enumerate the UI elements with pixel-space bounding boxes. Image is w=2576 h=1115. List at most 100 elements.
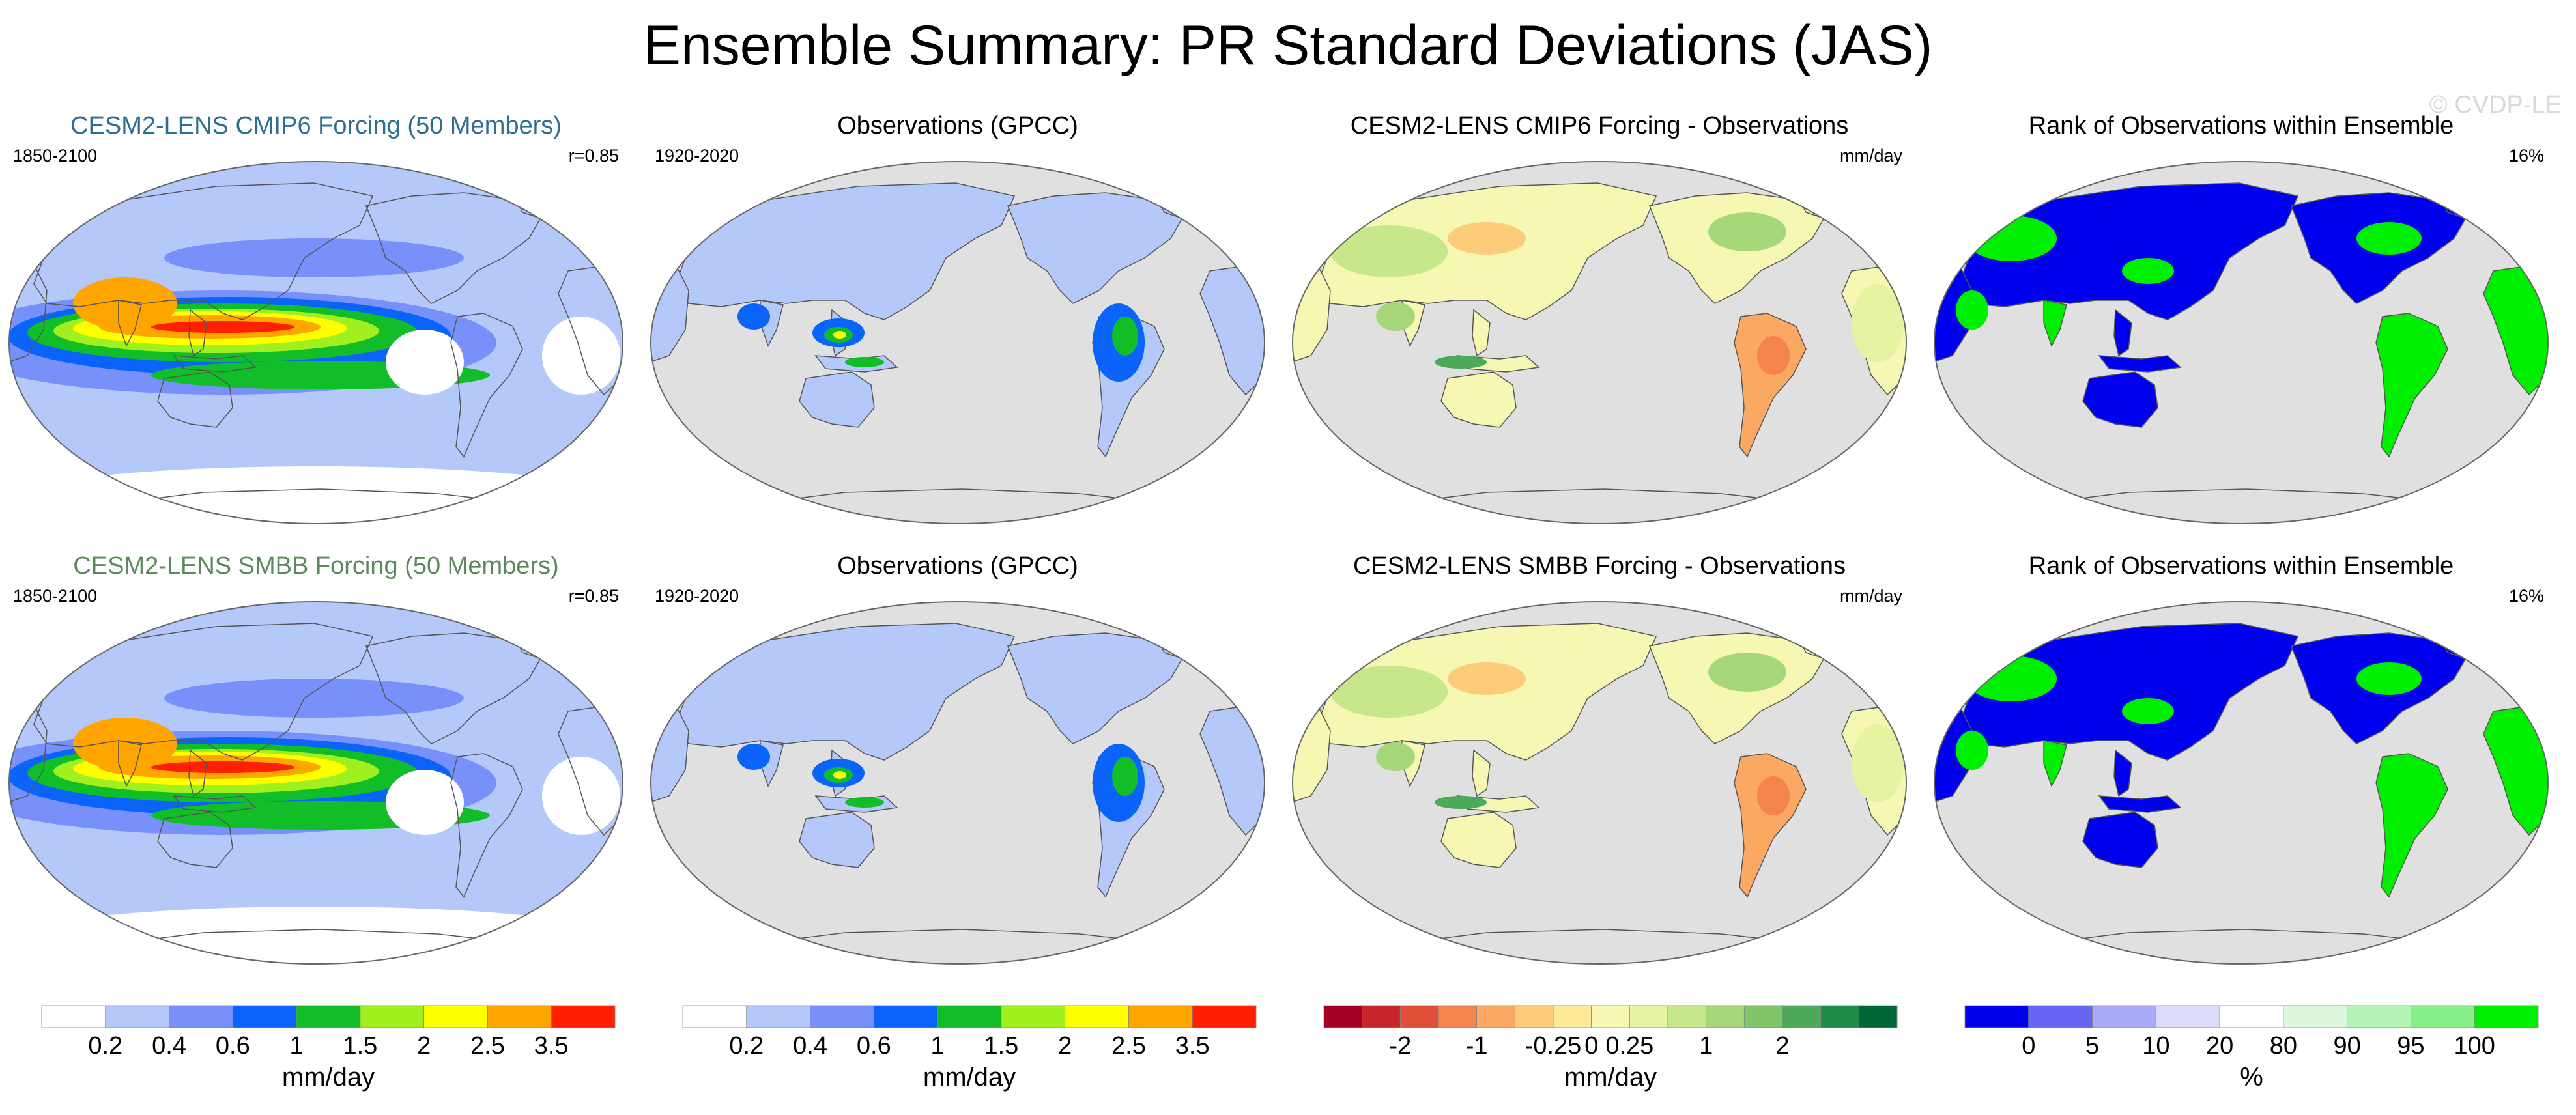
- map-panel: CESM2-LENS CMIP6 Forcing (50 Members) 185…: [0, 111, 632, 541]
- panel-title: Observations (GPCC): [837, 112, 1078, 139]
- colorbar-tick-label: 2: [1058, 1032, 1072, 1060]
- dry-east-pacific: [386, 330, 464, 395]
- colorbar-tick-label: -1: [1466, 1032, 1488, 1060]
- indian-monsoon-core: [73, 718, 177, 770]
- map-border: [8, 161, 623, 524]
- north-pacific-storm-track: [164, 679, 464, 718]
- colorbar-swatch: [1820, 1005, 1859, 1028]
- rank-patch-3: [2493, 649, 2545, 682]
- panel-title: Rank of Observations within Ensemble: [2028, 112, 2454, 139]
- rank-patch-5: [1956, 731, 1988, 770]
- colorbar-swatch: [1399, 1005, 1439, 1028]
- panel-period: 1850-2100: [13, 146, 98, 165]
- panel-period: 1920-2020: [655, 146, 739, 165]
- colorbar-swatch: [2028, 1005, 2093, 1028]
- panel-stat: mm/day: [1839, 146, 1902, 165]
- world-map-rank: [1934, 161, 2549, 524]
- colorbar-tick-label: 0.2: [729, 1032, 764, 1060]
- colorbar-swatch: [2283, 1005, 2348, 1028]
- land-indonesia: [2098, 355, 2182, 373]
- colorbar-swatch: [937, 1005, 1002, 1028]
- colorbar-swatches: 0 5 10 20 80 90 95 100: [1964, 1005, 2539, 1060]
- colorbar-swatch: [1476, 1005, 1515, 1028]
- colorbar-unit: mm/day: [1564, 1063, 1657, 1092]
- colorbar-swatch: [551, 1005, 616, 1028]
- colorbar-swatch: [1706, 1005, 1745, 1028]
- rank-patch-5: [1956, 290, 1988, 330]
- colorbar-swatch: [1438, 1005, 1478, 1028]
- obs-highlight-2: [833, 771, 846, 779]
- dry-south-atlantic: [542, 757, 620, 835]
- map-panel: Observations (GPCC) 1920-2020: [642, 111, 1274, 541]
- map-border: [1292, 601, 1907, 965]
- land-seasia: [1472, 309, 1491, 357]
- map-panel: CESM2-LENS CMIP6 Forcing - Observations m…: [1283, 111, 1915, 541]
- panel-stat: 16%: [2508, 586, 2544, 606]
- land-india: [2043, 300, 2067, 347]
- colorbar-swatch: [1001, 1005, 1066, 1028]
- colorbar-tick-label: 2.5: [470, 1032, 505, 1060]
- colorbar-swatch: [1514, 1005, 1554, 1028]
- world-map-obs: [650, 601, 1265, 965]
- land-southamerica: [2375, 313, 2448, 458]
- colorbar-swatch: [1667, 1005, 1707, 1028]
- diff-patch-3: [1435, 796, 1487, 809]
- map-panel: Observations (GPCC) 1920-2020: [642, 551, 1274, 981]
- land-northamerica: [365, 192, 543, 304]
- colorbar-tick-label: 1: [1699, 1032, 1713, 1060]
- colorbar-swatch: [105, 1005, 169, 1028]
- diff-patch-5: [1852, 284, 1904, 362]
- panel-stat: r=0.85: [568, 146, 619, 165]
- colorbar-swatch: [2474, 1005, 2539, 1028]
- colorbar-unit: %: [2240, 1063, 2263, 1092]
- colorbar-tick-label: 95: [2397, 1032, 2424, 1060]
- colorbar-tick-label: 10: [2142, 1032, 2169, 1060]
- colorbar-tick-label: 0: [1584, 1032, 1598, 1060]
- panel-title: CESM2-LENS SMBB Forcing (50 Members): [73, 552, 559, 580]
- colorbar-swatch: [296, 1005, 361, 1028]
- colorbar-swatch: [2347, 1005, 2411, 1028]
- rank-patch-4: [2089, 378, 2141, 411]
- colorbar-precip-sd: 0.2 0.4 0.6 1 1.5 2 2.5 3.5 mm/day: [41, 1005, 616, 1097]
- colorbar-tick-label: 3.5: [534, 1032, 569, 1060]
- world-map-diff: [1292, 601, 1907, 965]
- colorbar-swatch: [682, 1005, 747, 1028]
- colorbar-unit: mm/day: [281, 1063, 375, 1092]
- obs-highlight-5: [737, 744, 770, 770]
- land-indonesia: [173, 355, 257, 373]
- diff-patch-1: [1376, 302, 1415, 331]
- dry-east-pacific: [386, 770, 464, 835]
- obs-highlight-5: [737, 303, 770, 330]
- rank-patch-1: [2122, 698, 2174, 724]
- land-australia: [1440, 812, 1517, 868]
- colorbar-tick-label: 5: [2085, 1032, 2099, 1060]
- colorbar-difference: -2 -1 -0.25 0 0.25 1 2 mm/day: [1323, 1005, 1898, 1097]
- rank-patch-4: [2089, 819, 2141, 851]
- dry-south-atlantic: [542, 317, 620, 395]
- band-red: [151, 761, 294, 773]
- world-map-model: [8, 601, 623, 965]
- diff-patch-0: [1330, 666, 1448, 718]
- land-seasia: [188, 749, 207, 797]
- colorbar-swatch: [873, 1005, 938, 1028]
- rank-patch-1: [2122, 258, 2174, 284]
- colorbar-swatches: 0.2 0.4 0.6 1 1.5 2 2.5 3.5: [682, 1005, 1257, 1060]
- polar-low-variance: [10, 907, 622, 964]
- colorbar-tick-label: 80: [2270, 1032, 2297, 1060]
- figure-title: Ensemble Summary: PR Standard Deviations…: [643, 14, 1933, 77]
- diff-patch-6: [1757, 336, 1790, 375]
- colorbar-tick-label: 2.5: [1111, 1032, 1146, 1060]
- diff-patch-4: [1708, 653, 1786, 692]
- map-border: [1292, 161, 1907, 524]
- land-india: [118, 740, 142, 787]
- land-seasia: [2113, 749, 2132, 797]
- colorbar-tick-label: -2: [1389, 1032, 1411, 1060]
- panel-period: 1920-2020: [655, 586, 739, 606]
- colorbar-tick-label: 1.5: [984, 1032, 1018, 1060]
- colorbar-tick-label: 90: [2334, 1032, 2361, 1060]
- map-border: [650, 161, 1265, 524]
- colorbar-swatch: [41, 1005, 106, 1028]
- colorbar-swatch: [1743, 1005, 1783, 1028]
- land-indonesia: [2098, 795, 2182, 813]
- panel-title: CESM2-LENS CMIP6 Forcing - Observations: [1350, 112, 1849, 139]
